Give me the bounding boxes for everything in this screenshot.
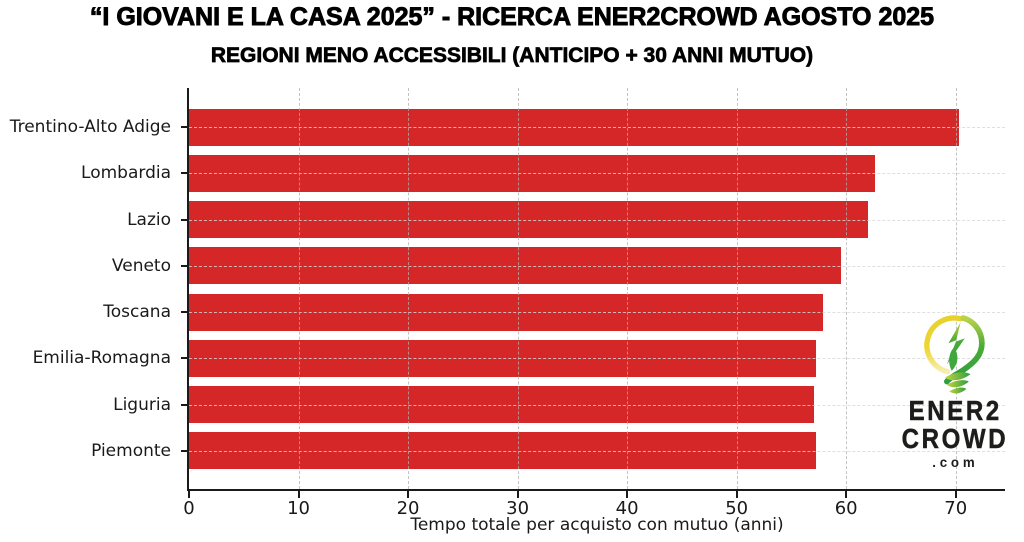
x-tick-label-10: 10	[287, 498, 310, 519]
x-tick-label-20: 20	[396, 498, 420, 519]
y-tick-mark	[181, 403, 189, 406]
x-axis-ticks: 0 10 20 30 40 50 60 70	[183, 491, 1005, 525]
gridline-horizontal	[189, 404, 1005, 406]
y-axis-labels: Trentino-Alto Adige Lombardia Lazio Veneto T…	[0, 104, 179, 474]
gridline-vertical	[736, 88, 738, 489]
y-label-piemonte: Piemonte	[91, 440, 171, 461]
x-tick-mark	[735, 491, 738, 498]
gridline-vertical	[627, 88, 629, 489]
gridline-horizontal	[189, 312, 1005, 314]
y-label-toscana: Toscana	[103, 302, 171, 323]
chart-title: “I GIOVANI E LA CASA 2025” - RICERCA ENE…	[89, 3, 935, 32]
x-tick-label-40: 40	[615, 498, 639, 519]
x-tick-mark	[626, 491, 629, 498]
x-tick-label-60: 60	[834, 498, 858, 519]
gridline-horizontal	[189, 219, 1005, 221]
gridline-vertical	[408, 88, 410, 489]
x-tick-label-30: 30	[506, 498, 530, 519]
y-tick-mark	[181, 357, 189, 360]
x-axis-title: Tempo totale per acquisto con mutuo (ann…	[410, 515, 784, 535]
y-label-lombardia: Lombardia	[81, 163, 171, 184]
gridline-horizontal	[189, 450, 1005, 452]
y-tick-mark	[181, 311, 189, 314]
logo-text-crowd: CROWD	[901, 423, 1009, 454]
x-tick-label-0: 0	[183, 498, 195, 519]
x-tick-mark	[954, 491, 957, 498]
y-tick-mark	[181, 218, 189, 221]
plot-area	[181, 88, 1005, 491]
x-tick-label-50: 50	[725, 498, 749, 519]
y-tick-mark	[181, 449, 189, 452]
y-tick-mark	[181, 172, 189, 175]
gridline-horizontal	[189, 127, 1005, 129]
x-tick-mark	[188, 491, 190, 498]
gridline-horizontal	[189, 265, 1005, 267]
y-tick-mark	[181, 264, 189, 267]
x-tick-mark	[516, 491, 519, 498]
y-label-liguria: Liguria	[113, 394, 171, 415]
gridline-vertical	[517, 88, 519, 489]
gridline-horizontal	[189, 358, 1005, 360]
x-tick-mark	[407, 491, 410, 498]
gridline-vertical	[846, 88, 848, 489]
y-label-lazio: Lazio	[127, 209, 171, 230]
x-tick-mark	[845, 491, 848, 498]
gridline-vertical	[955, 88, 957, 489]
bar-series	[189, 88, 1005, 489]
x-tick-mark	[297, 491, 300, 498]
y-label-emilia-romagna: Emilia-Romagna	[32, 348, 171, 369]
y-label-trentino-alto-adige: Trentino-Alto Adige	[9, 117, 171, 138]
gridline-vertical	[298, 88, 300, 489]
lightbulb-leaf-icon	[924, 315, 985, 394]
logo-domain-text: .com	[931, 454, 979, 470]
x-tick-label-70: 70	[944, 498, 968, 519]
y-label-veneto: Veneto	[111, 255, 171, 276]
logo-text-ener2: ENER2	[908, 395, 1002, 426]
y-tick-mark	[181, 126, 189, 129]
gridline-horizontal	[189, 173, 1005, 175]
chart-subtitle: REGIONI MENO ACCESSIBILI (ANTICIPO + 30 …	[210, 44, 814, 68]
ener2crowd-logo: ENER2 CROWD .com	[889, 309, 1021, 470]
